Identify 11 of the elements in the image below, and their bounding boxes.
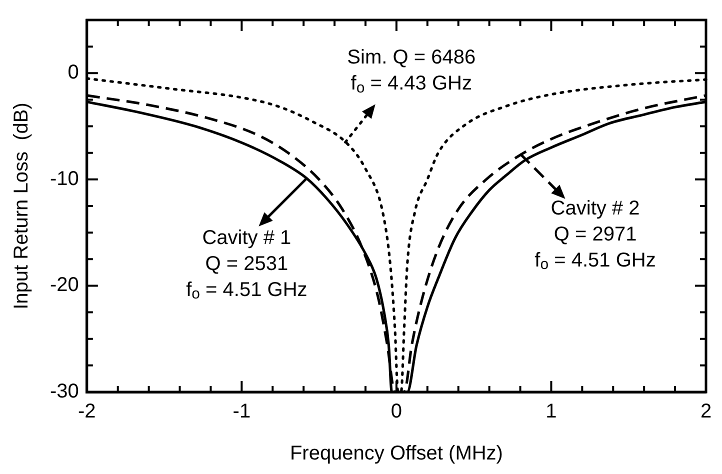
y-tick-label: -30	[50, 380, 79, 403]
y-tick-label: -10	[50, 168, 79, 190]
x-axis-title: Frequency Offset (MHz)	[290, 442, 503, 465]
x-tick-label: 2	[700, 400, 712, 423]
y-axis-title: Input Return Loss (dB)	[10, 102, 33, 310]
x-tick-label: -1	[232, 400, 251, 423]
x-tick-label: 0	[390, 400, 402, 423]
y-tick-label: 0	[68, 62, 79, 84]
x-tick-label: -2	[78, 400, 96, 423]
x-tick-label: 1	[546, 400, 557, 423]
y-tick-label: -20	[50, 274, 79, 296]
